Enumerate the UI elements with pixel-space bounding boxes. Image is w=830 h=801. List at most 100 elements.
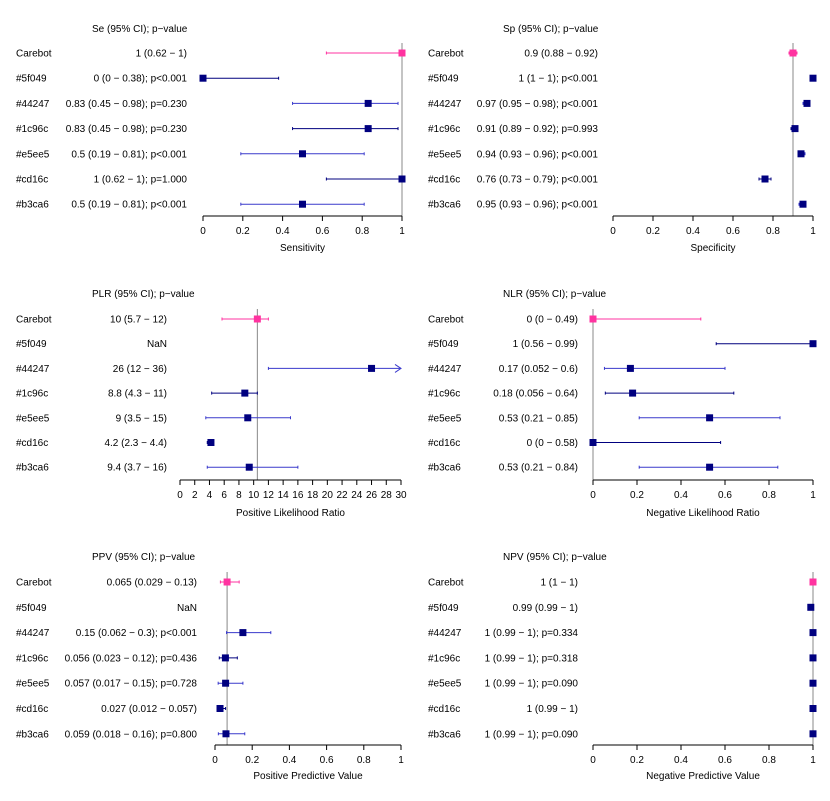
plr-x-tick-label: 12 [263, 490, 275, 501]
sp-row-label: #b3ca6 [428, 200, 461, 211]
plr-ci-arrow [394, 363, 402, 373]
nlr-x-tick-label: 0.6 [718, 490, 732, 501]
npv-row-value: 0.99 (0.99 − 1) [513, 603, 578, 614]
nlr-row-value: 0 (0 − 0.49) [527, 315, 578, 326]
ppv-x-tick-label: 0 [212, 755, 218, 766]
se-x-tick-label: 0.8 [355, 226, 369, 237]
plr-row-value: 9 (3.5 − 15) [116, 413, 167, 424]
sp-row-label: #e5ee5 [428, 149, 462, 160]
ppv-row-value: 0.065 (0.029 − 0.13) [107, 578, 197, 589]
nlr-point-estimate [809, 340, 817, 348]
nlr-row-value: 0.17 (0.052 − 0.6) [499, 364, 578, 375]
npv-x-tick-label: 1 [810, 755, 816, 766]
ppv-point-estimate [239, 629, 247, 637]
plr-point-estimate [245, 463, 253, 471]
nlr-point-estimate [629, 389, 637, 397]
plr-x-tick-label: 2 [192, 490, 198, 501]
se-point-estimate [398, 175, 406, 183]
npv-point-estimate [809, 705, 817, 712]
npv-row-value: 1 (0.99 − 1); p=0.090 [485, 729, 579, 740]
nlr-x-tick-label: 0 [590, 490, 596, 501]
sp-row-value: 1 (1 − 1); p<0.001 [518, 74, 598, 85]
sp-point-estimate [803, 99, 811, 107]
nlr-x-tick-label: 0.4 [674, 490, 688, 501]
ppv-row-label: #cd16c [16, 704, 48, 715]
se-x-tick-label: 1 [399, 226, 405, 237]
nlr-row-label: Carebot [428, 315, 464, 326]
se-row-label: #b3ca6 [16, 200, 49, 211]
ppv-row-label: #1c96c [16, 653, 48, 664]
ppv-x-tick-label: 0.2 [245, 755, 259, 766]
plr-row-label: #cd16c [16, 438, 48, 449]
plr-x-tick-label: 18 [307, 490, 319, 501]
npv-row-label: #1c96c [428, 653, 460, 664]
se-row-label: #44247 [16, 99, 50, 110]
se-point-estimate [299, 150, 306, 158]
plr-row-label: #5f049 [16, 339, 47, 350]
npv-x-tick-label: 0 [590, 755, 596, 766]
sp-row-label: #1c96c [428, 124, 460, 135]
nlr-row-value: 0.53 (0.21 − 0.85) [499, 413, 578, 424]
sp-row-label: #5f049 [428, 74, 459, 85]
plr-x-tick-label: 28 [381, 490, 393, 501]
se-row-value: 0.5 (0.19 − 0.81); p<0.001 [71, 200, 187, 211]
npv-x-axis-label: Negative Predictive Value [646, 771, 760, 782]
npv-title: NPV (95% CI); p−value [503, 552, 607, 563]
se-x-tick-label: 0 [200, 226, 206, 237]
npv-row-value: 1 (1 − 1) [540, 578, 578, 589]
npv-point-estimate [809, 679, 817, 687]
plr-row-label: #b3ca6 [16, 463, 49, 474]
plr-x-tick-label: 4 [207, 490, 213, 501]
sp-row-value: 0.91 (0.89 − 0.92); p=0.993 [477, 124, 599, 135]
sp-row-value: 0.95 (0.93 − 0.96); p<0.001 [477, 200, 599, 211]
sp-forest-panel: Sp (95% CI); p−value Carebot 0.9 (0.88 − 0… [428, 24, 817, 254]
se-row-value: 0.83 (0.45 − 0.98); p=0.230 [66, 99, 188, 110]
plr-row-value: 4.2 (2.3 − 4.4) [104, 438, 167, 449]
nlr-row-label: #e5ee5 [428, 413, 462, 424]
sp-row-value: 0.97 (0.95 − 0.98); p<0.001 [477, 99, 599, 110]
se-x-axis-label: Sensitivity [280, 243, 325, 254]
npv-point-estimate [809, 629, 817, 637]
ppv-row-label: #5f049 [16, 603, 47, 614]
nlr-point-estimate [706, 463, 714, 471]
ppv-point-estimate [222, 730, 230, 738]
plr-row-label: Carebot [16, 315, 52, 326]
plr-x-axis-label: Positive Likelihood Ratio [236, 508, 345, 519]
se-row-label: Carebot [16, 49, 52, 60]
sp-point-estimate [791, 125, 799, 133]
nlr-x-tick-label: 0.2 [630, 490, 644, 501]
nlr-row-value: 1 (0.56 − 0.99) [513, 339, 578, 350]
plr-x-tick-label: 10 [248, 490, 260, 501]
ppv-row-value: NaN [177, 603, 197, 614]
nlr-x-tick-label: 1 [810, 490, 816, 501]
sp-point-estimate [809, 74, 817, 82]
se-row-value: 0 (0 − 0.38); p<0.001 [94, 74, 188, 85]
ppv-row-value: 0.059 (0.018 − 0.16); p=0.800 [65, 729, 198, 740]
sp-row-value: 0.76 (0.73 − 0.79); p<0.001 [477, 175, 599, 186]
plr-row-value: NaN [147, 339, 167, 350]
se-x-tick-label: 0.4 [276, 226, 290, 237]
nlr-row-label: #1c96c [428, 389, 460, 400]
nlr-x-axis-label: Negative Likelihood Ratio [646, 508, 760, 519]
npv-x-tick-label: 0.2 [630, 755, 644, 766]
nlr-row-value: 0.53 (0.21 − 0.84) [499, 463, 578, 474]
se-row-value: 0.5 (0.19 − 0.81); p<0.001 [71, 149, 187, 160]
sp-x-tick-label: 0.4 [686, 226, 700, 237]
plr-title: PLR (95% CI); p−value [92, 289, 195, 300]
nlr-point-estimate [589, 439, 597, 446]
ppv-row-label: Carebot [16, 578, 52, 589]
sp-x-tick-label: 0.8 [766, 226, 780, 237]
se-forest-panel: Se (95% CI); p−value Carebot 1 (0.62 − 1) #… [16, 24, 406, 254]
plr-row-label: #1c96c [16, 389, 48, 400]
npv-point-estimate [809, 578, 817, 586]
sp-point-estimate [799, 200, 807, 208]
plr-point-estimate [207, 439, 215, 446]
npv-x-tick-label: 0.6 [718, 755, 732, 766]
plr-row-value: 10 (5.7 − 12) [110, 315, 167, 326]
ppv-point-estimate [223, 578, 231, 586]
npv-row-label: #e5ee5 [428, 679, 462, 690]
sp-x-tick-label: 1 [810, 226, 816, 237]
ppv-row-label: #e5ee5 [16, 679, 50, 690]
se-point-estimate [364, 125, 372, 133]
nlr-row-label: #cd16c [428, 438, 460, 449]
